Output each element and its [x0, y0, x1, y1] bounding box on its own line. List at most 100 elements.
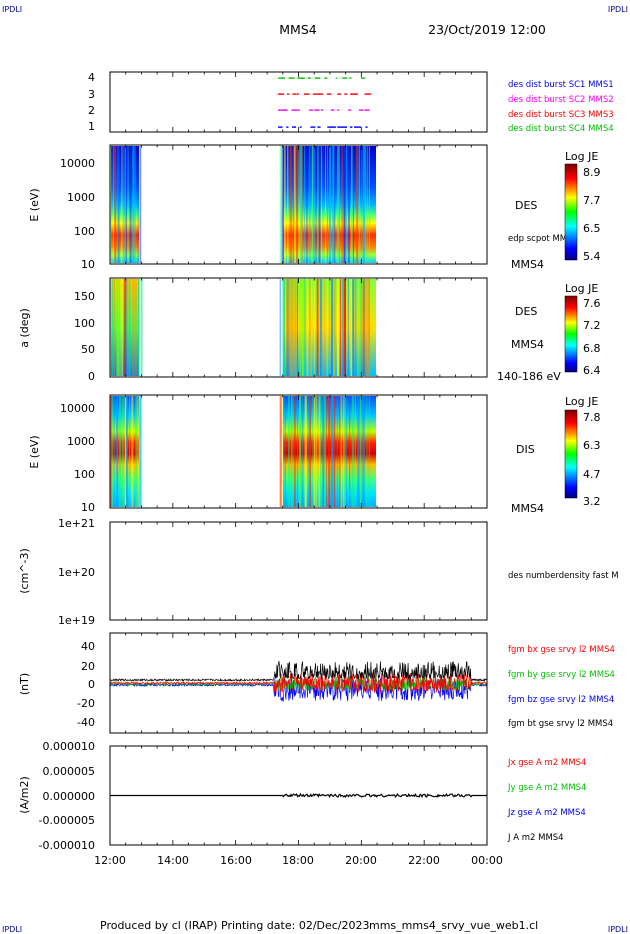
current-ylabel: (A/m2): [18, 776, 31, 814]
dis-e-ytick-1000: 1000: [67, 435, 95, 448]
des-pitch-stripe: [120, 279, 123, 376]
panel-bfield: 40 20 0 -20 -40 (nT) fgm bx gse srvy l2 …: [18, 632, 615, 734]
des-pitch-stripe: [112, 279, 113, 376]
panel-density-frame: [109, 521, 488, 621]
footer-printing-date: Printing date: 02/Dec/2023: [221, 919, 370, 932]
des-pitch-stripe: [113, 279, 115, 376]
des-pitch-cbar-title: Log JE: [565, 282, 598, 295]
des-energy-stripe: [320, 146, 322, 263]
burst-markers: [278, 77, 372, 128]
burst-marker: [314, 77, 321, 79]
des-energy-stripe: [334, 146, 336, 263]
des-energy-stripe: [279, 146, 282, 263]
burst-marker: [361, 77, 366, 79]
burst-marker: [278, 93, 285, 95]
des-pitch-stripe: [127, 279, 129, 376]
dis-energy-stripe: [116, 396, 119, 507]
time-tick-label-0000: 00:00: [471, 854, 503, 867]
dis-energy-stripe: [130, 396, 134, 507]
des-energy-stripe: [300, 146, 303, 263]
des-pitch-colorbar: [564, 295, 578, 373]
des-pitch-stripe: [292, 279, 294, 376]
des-pitch-stripes: [110, 279, 371, 376]
dis-energy-stripe: [288, 396, 290, 507]
current-line: [110, 792, 487, 799]
des-pitch-stripe: [121, 279, 123, 376]
des-energy-stripe: [343, 146, 346, 263]
dis-energy-stripe: [301, 396, 304, 507]
des-pitch-stripe: [133, 279, 135, 376]
des-energy-cbar-title: Log JE: [565, 150, 598, 163]
corner-label-bottom-left: IPDLI: [2, 925, 22, 934]
des-energy-stripe: [326, 146, 329, 263]
density-legend: des numberdensity fast M: [508, 571, 619, 581]
des-pitch-stripe: [361, 279, 363, 376]
des-pitch-stripe: [313, 279, 315, 376]
burst-marker: [292, 93, 297, 95]
dis-energy-cbar-tick-2: 6.3: [583, 439, 601, 452]
panel-burst: 4 3 2 1 des dist burst SC1 MMS1 des dist…: [88, 71, 614, 134]
dis-energy-stripe: [344, 396, 346, 507]
des-pitch-stripe: [368, 279, 371, 376]
des-energy-stripe: [313, 146, 315, 263]
dis-energy-cbar-tick-1: 7.8: [583, 411, 601, 424]
des-energy-stripe: [296, 146, 299, 263]
des-energy-stripe: [134, 146, 137, 263]
dis-energy-stripe: [328, 396, 331, 507]
dis-energy-stripe: [307, 396, 310, 507]
des-energy-stripe: [122, 146, 125, 263]
des-energy-stripe: [301, 146, 303, 263]
corner-label-top-right: IPDLI: [608, 5, 628, 14]
des-energy-stripe: [129, 146, 132, 263]
burst-legend-sc4: des dist burst SC4 MMS4: [508, 124, 614, 134]
dis-energy-stripe: [304, 396, 307, 507]
bfield-ytick-m20: -20: [77, 697, 95, 710]
dis-energy-stripe: [346, 396, 348, 507]
dis-energy-stripe: [357, 396, 360, 507]
burst-marker: [358, 109, 364, 111]
burst-marker: [319, 93, 324, 95]
des-pitch-stripe: [309, 279, 311, 376]
corner-label-top-left: IPDLI: [2, 5, 22, 14]
des-energy-stripe: [317, 146, 319, 263]
des-pitch-stripe: [316, 279, 319, 376]
time-tick-label-1200: 12:00: [94, 854, 126, 867]
panel-des-energy: 10000 1000 100 10 E (eV) DES edp scpot M…: [28, 144, 601, 271]
burst-marker: [303, 93, 310, 95]
dis-energy-stripe: [292, 396, 294, 507]
dis-energy-stripe: [349, 396, 351, 507]
des-pitch-stripe: [336, 279, 339, 376]
burst-ytick-3: 3: [88, 88, 95, 101]
dis-energy-stripe: [298, 396, 302, 507]
dis-energy-stripe: [320, 396, 322, 507]
dis-energy-ylabel: E (eV): [28, 435, 41, 468]
des-energy-stripes: [110, 146, 370, 263]
des-pitch-stripe: [318, 279, 320, 376]
dis-energy-stripe: [296, 396, 299, 507]
burst-marker: [288, 77, 295, 79]
des-pitch-stripe: [324, 279, 326, 376]
bfield-line: [109, 661, 488, 683]
dis-energy-stripe: [326, 396, 328, 507]
des-energy-stripe: [286, 146, 289, 263]
burst-marker: [310, 126, 316, 128]
des-energy-stripe: [289, 146, 292, 263]
des-pitch-stripe: [116, 279, 119, 376]
des-pitch-stripe: [123, 279, 127, 376]
burst-marker: [317, 126, 321, 128]
panel-density: 1e+21 1e+20 1e+19 (cm^-3) des numberdens…: [18, 517, 619, 627]
bfield-ytick-0: 0: [88, 678, 95, 691]
footer-filename: mms_mms4_srvy_vue_web1.cl: [369, 919, 538, 932]
dis-energy-stripes: [110, 396, 370, 507]
des-pitch-stripe: [288, 279, 290, 376]
des-energy-cbar-tick-4: 5.4: [583, 250, 601, 263]
dis-energy-stripe: [334, 396, 336, 507]
density-ytick-1e21: 1e+21: [58, 517, 95, 530]
des-energy-stripe: [366, 146, 368, 263]
des-energy-overlay-label: edp scpot MMS4: [508, 234, 578, 244]
des-energy-stripe: [332, 146, 335, 263]
burst-ytick-1: 1: [88, 120, 95, 133]
panel-current: 0.000010 0.000005 0.000000 -0.000005 -0.…: [18, 740, 586, 852]
des-pitch-stripe: [357, 279, 359, 376]
